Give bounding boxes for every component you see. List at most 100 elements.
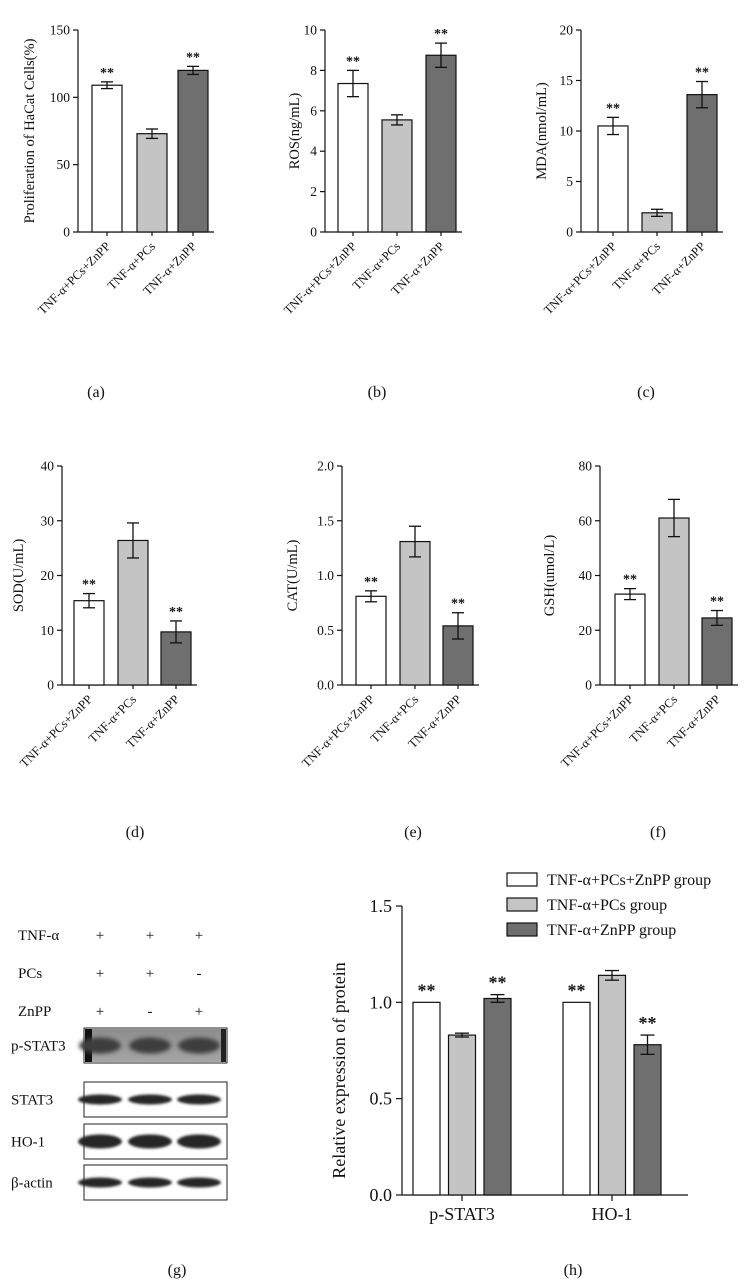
y-tick-label: 30 [41, 513, 55, 528]
legend-label: TNF-α+PCs+ZnPP group [547, 872, 711, 889]
y-tick-label: 6 [310, 103, 317, 118]
protein-band [79, 1037, 121, 1054]
legend-swatch [506, 922, 538, 937]
bar [412, 1001, 441, 1196]
y-tick-label: 0.5 [370, 1089, 393, 1109]
bar [597, 125, 629, 233]
x-category-label: p-STAT3 [429, 1204, 495, 1224]
band-label: HO-1 [11, 1135, 45, 1151]
treatment-sign: + [96, 928, 104, 944]
legend-label: TNF-α+PCs group [547, 897, 667, 914]
legend-swatch [506, 897, 538, 912]
protein-band [129, 1037, 171, 1054]
panel-label: (d) [126, 824, 145, 841]
panel-g-western-blot: TNF-α + + + PCs + + - ZnPP + - + p-STAT3 STAT3 HO-1 β-a… [11, 928, 228, 1279]
panel-b-chart: 0246810ROS(ng/mL)**TNF-α+PCs+ZnPPTNF-α+P… [281, 23, 462, 401]
bar [425, 54, 457, 233]
bar [614, 593, 646, 686]
y-axis-title: CAT(U/mL) [285, 539, 301, 611]
bar [399, 540, 431, 686]
panel-a-chart: 0 50 100 150 Proliferation of HaCat Cells(%)… [22, 23, 214, 401]
y-tick-label: 20 [579, 623, 593, 638]
significance-label: ** [418, 980, 436, 1000]
panel-label: (f) [650, 824, 666, 841]
protein-band [78, 1134, 122, 1149]
band-label: β-actin [11, 1176, 53, 1192]
protein-band [177, 1134, 221, 1149]
y-axis-title: SOD(U/mL) [11, 539, 27, 612]
band-label: STAT3 [11, 1093, 53, 1109]
protein-band [128, 1177, 172, 1188]
treatment-sign: - [197, 966, 202, 982]
significance-label: ** [568, 980, 586, 1000]
significance-label: ** [695, 66, 709, 81]
y-tick-label: 0.5 [317, 623, 334, 638]
y-tick-label: 2 [310, 184, 317, 199]
y-tick-label: 0 [310, 225, 317, 240]
y-tick-label: 40 [579, 568, 593, 583]
y-tick-label: 20 [560, 23, 574, 38]
y-tick-label: 5 [566, 174, 573, 189]
significance-label: ** [364, 575, 378, 590]
bar [658, 517, 690, 686]
bar [91, 84, 123, 233]
treatment-sign: + [195, 928, 203, 944]
treatment-sign: + [195, 1004, 203, 1020]
y-tick-label: 0 [63, 225, 70, 240]
bar [73, 600, 105, 686]
bar [177, 69, 209, 233]
bar [562, 1001, 591, 1196]
y-axis-title: GSH(umol/L) [542, 535, 558, 617]
y-tick-label: 100 [50, 90, 71, 105]
bar [381, 119, 413, 233]
bar [597, 974, 627, 1196]
panel-label: (e) [404, 824, 422, 841]
y-tick-label: 10 [41, 623, 55, 638]
treatment-label: PCs [18, 966, 42, 982]
y-tick-label: 1.5 [317, 513, 334, 528]
treatment-sign: - [148, 1004, 153, 1020]
blot-edge [221, 1029, 226, 1062]
significance-label: ** [186, 50, 200, 65]
bar [355, 595, 387, 686]
significance-label: ** [451, 597, 465, 612]
significance-label: ** [434, 27, 448, 42]
y-tick-label: 4 [310, 144, 317, 159]
protein-band [177, 1094, 221, 1105]
y-tick-label: 1.0 [370, 992, 393, 1012]
bar [447, 1034, 477, 1196]
panel-h-chart: 0.0 0.5 1.0 1.5 Relative expression of prote… [329, 872, 711, 1279]
bar [701, 617, 733, 686]
y-tick-label: 10 [560, 124, 574, 139]
protein-band [128, 1094, 172, 1105]
significance-label: ** [82, 578, 96, 593]
significance-label: ** [606, 101, 620, 116]
significance-label: ** [489, 973, 507, 993]
significance-label: ** [346, 54, 360, 69]
y-tick-label: 50 [57, 157, 71, 172]
x-category-label: TNF-α+PCs+ZnPP [299, 692, 377, 770]
y-tick-label: 15 [560, 73, 574, 88]
significance-label: ** [710, 595, 724, 610]
protein-band [78, 1177, 122, 1188]
y-tick-label: 40 [41, 459, 55, 474]
y-tick-label: 1.5 [370, 896, 393, 916]
panel-e-chart: 0.0 0.5 1.0 1.5 2.0 CAT(U/mL) ** TNF-α+PCs+ZnPP… [285, 459, 479, 841]
treatment-sign: + [96, 966, 104, 982]
x-category-label: TNF-α+PCs+ZnPP [281, 239, 359, 317]
panel-label: (a) [87, 384, 105, 401]
x-category-label: HO-1 [592, 1204, 633, 1224]
panel-label: (g) [168, 1262, 187, 1279]
y-axis-title: Relative expression of protein [329, 962, 349, 1178]
panel-label: (h) [564, 1262, 583, 1279]
x-category-label: TNF-α+PCs+ZnPP [35, 239, 113, 317]
y-tick-label: 0.0 [317, 678, 334, 693]
y-tick-label: 8 [310, 63, 317, 78]
y-tick-label: 0 [566, 225, 573, 240]
bar [337, 82, 369, 233]
bar [633, 1044, 662, 1196]
y-tick-label: 0 [585, 678, 592, 693]
